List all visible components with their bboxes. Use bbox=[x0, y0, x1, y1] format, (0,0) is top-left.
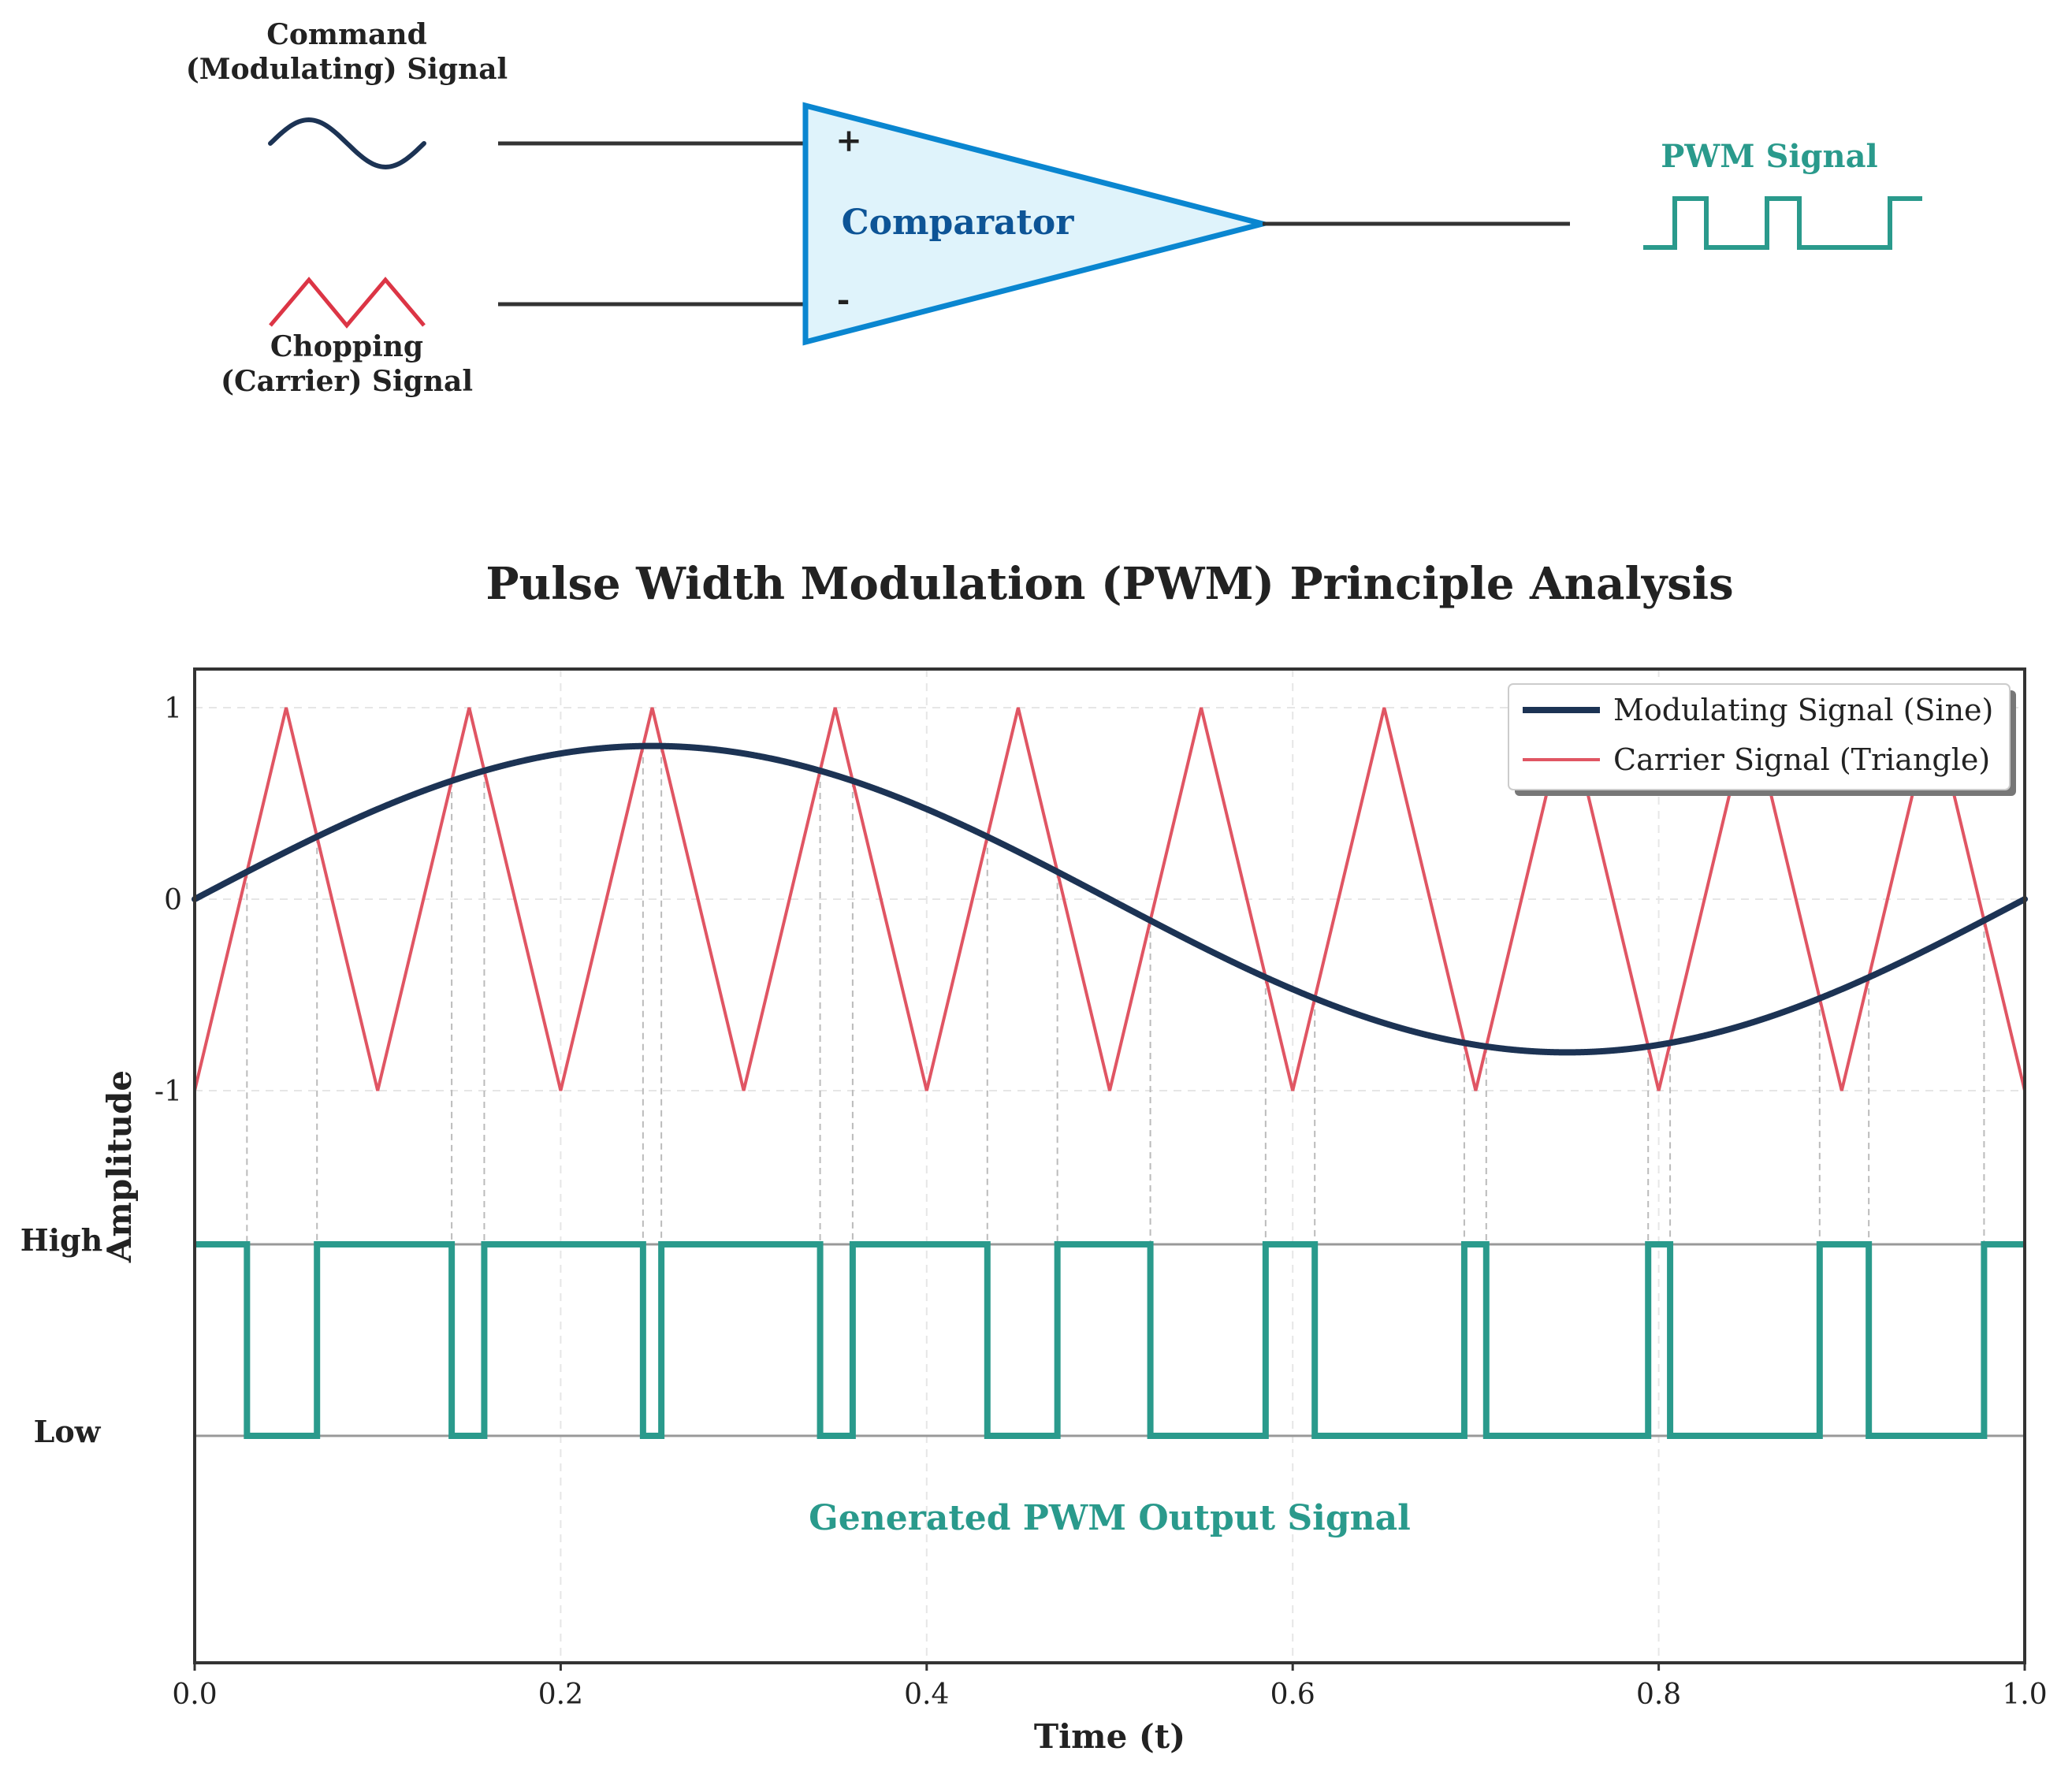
comparator-label: Comparator bbox=[842, 203, 1075, 243]
legend-box bbox=[1508, 683, 2011, 790]
triangle-wave-icon bbox=[269, 277, 426, 329]
series-pwm-output bbox=[195, 1241, 2025, 1439]
pwm-high-label: High bbox=[20, 1222, 103, 1258]
series-carrier-triangle bbox=[193, 707, 2026, 1091]
y-axis-label: Amplitude bbox=[100, 1070, 139, 1263]
carrier-signal-label: (Carrier) Signal bbox=[221, 365, 473, 398]
chart-title: Pulse Width Modulation (PWM) Principle A… bbox=[485, 558, 1733, 610]
x-tick-label: 0.2 bbox=[538, 1679, 583, 1711]
x-tick-label: 0.6 bbox=[1270, 1679, 1315, 1711]
block-diagram: Command (Modulating) Signal Chopping (Ca… bbox=[186, 18, 1922, 398]
x-tick-label: 0.4 bbox=[904, 1679, 949, 1711]
carrier-signal-label: Chopping bbox=[270, 330, 423, 363]
legend-label-triangle: Carrier Signal (Triangle) bbox=[1613, 742, 1990, 777]
x-tick-label: 1.0 bbox=[2002, 1679, 2047, 1711]
sine-wave-icon bbox=[268, 117, 426, 170]
plot-area: Generated PWM Output Signal bbox=[192, 667, 2028, 1664]
x-axis: 0.0 0.2 0.4 0.6 0.8 1.0 bbox=[172, 1663, 2048, 1711]
plot-frame bbox=[193, 667, 2026, 1664]
plus-terminal: + bbox=[835, 122, 862, 159]
pwm-wave-icon bbox=[1643, 196, 1922, 250]
legend: Modulating Signal (Sine) Carrier Signal … bbox=[1508, 683, 2016, 796]
y-tick-label: 0 bbox=[164, 884, 182, 917]
command-signal-label: (Modulating) Signal bbox=[186, 53, 508, 86]
y-axis: 1 0 -1 bbox=[154, 693, 182, 1108]
y-tick-label: -1 bbox=[154, 1076, 182, 1108]
pwm-reference-lines bbox=[195, 1243, 2025, 1437]
comparator-triangle bbox=[802, 102, 1274, 346]
pwm-signal-label: PWM Signal bbox=[1661, 138, 1877, 175]
command-signal-label: Command bbox=[266, 18, 427, 51]
series-modulating-sine bbox=[192, 742, 2028, 1056]
y-tick-label: 1 bbox=[164, 693, 182, 725]
pwm-output-label: Generated PWM Output Signal bbox=[809, 1498, 1411, 1538]
x-tick-label: 0.0 bbox=[172, 1679, 217, 1711]
x-axis-label: Time (t) bbox=[1034, 1717, 1185, 1756]
x-tick-label: 0.8 bbox=[1636, 1679, 1681, 1711]
legend-label-sine: Modulating Signal (Sine) bbox=[1613, 693, 1993, 727]
minus-terminal: - bbox=[837, 281, 850, 318]
pwm-low-label: Low bbox=[34, 1414, 102, 1449]
